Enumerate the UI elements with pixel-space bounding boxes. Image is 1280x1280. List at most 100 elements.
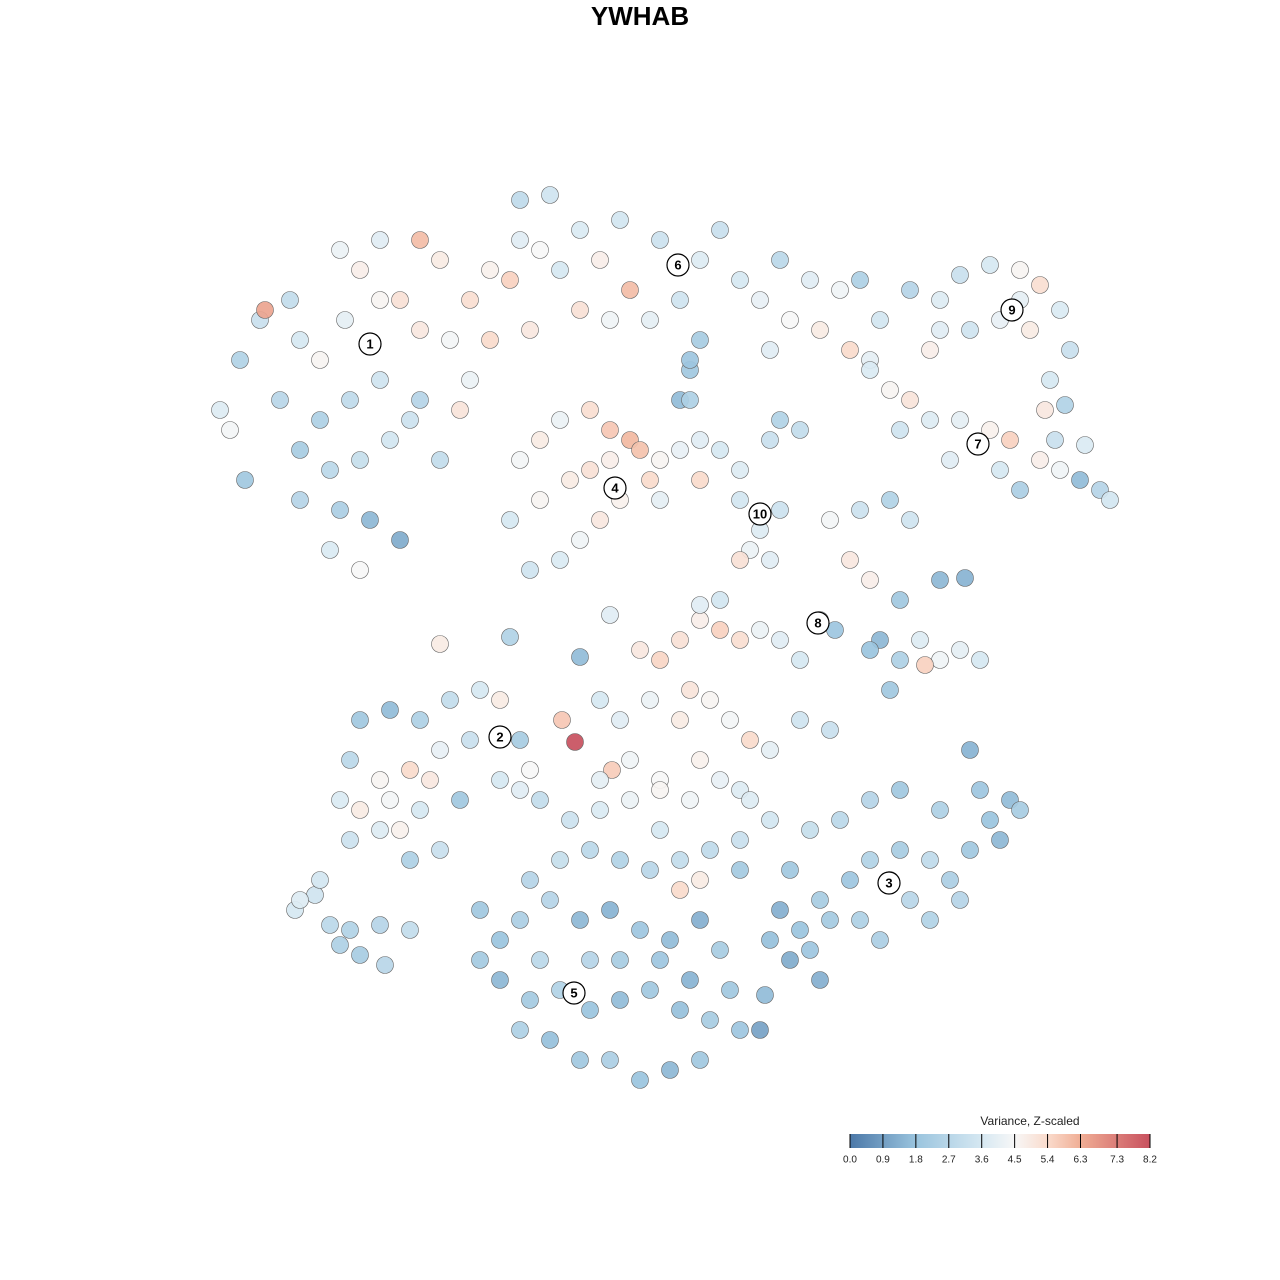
point [421,771,439,789]
cluster-marker [748,502,772,526]
point [531,241,549,259]
point [621,751,639,769]
point [553,711,571,729]
cluster-marker [806,611,830,635]
point [1011,261,1029,279]
point [681,681,699,699]
colorbar-tick-label: 0.9 [876,1155,890,1166]
point [691,751,709,769]
point [681,391,699,409]
point [371,771,389,789]
point [591,691,609,709]
point [531,491,549,509]
point [291,891,309,909]
point [611,991,629,1009]
cluster-marker [603,476,627,500]
point [951,266,969,284]
point [481,261,499,279]
point [861,851,879,869]
cluster-label: 8 [814,615,821,630]
point [1101,491,1119,509]
point [341,921,359,939]
point [651,491,669,509]
point [731,861,749,879]
point [961,841,979,859]
point [711,621,729,639]
cluster-label: 7 [974,436,981,451]
point [916,656,934,674]
point [771,411,789,429]
point [771,631,789,649]
point [691,331,709,349]
point [321,541,339,559]
point [581,841,599,859]
point [601,421,619,439]
cluster-label: 5 [570,985,577,1000]
point [571,531,589,549]
colorbar-tick-label: 6.3 [1074,1155,1088,1166]
point [841,341,859,359]
point [631,921,649,939]
point [741,791,759,809]
point [791,651,809,669]
point [471,681,489,699]
point [511,731,529,749]
point [621,791,639,809]
point [441,691,459,709]
point [531,791,549,809]
point [651,821,669,839]
point [541,891,559,909]
point [431,741,449,759]
point [751,621,769,639]
point [671,1001,689,1019]
point [271,391,289,409]
point [551,261,569,279]
point [761,551,779,569]
point [691,431,709,449]
point [971,651,989,669]
point [771,901,789,919]
point [371,371,389,389]
cluster-label: 6 [674,257,681,272]
colorbar-tick-label: 2.7 [942,1155,956,1166]
point [431,451,449,469]
point [921,911,939,929]
point [376,956,394,974]
point [591,801,609,819]
point [801,271,819,289]
point [521,761,539,779]
point [951,891,969,909]
point [501,271,519,289]
point [771,251,789,269]
point [591,771,609,789]
point [471,951,489,969]
point [291,331,309,349]
point [601,311,619,329]
point [851,911,869,929]
point [521,871,539,889]
point [711,941,729,959]
point [691,911,709,929]
point [411,231,429,249]
point [236,471,254,489]
point [1031,276,1049,294]
point [566,733,584,751]
point [691,251,709,269]
point [981,256,999,274]
point [731,631,749,649]
point [311,351,329,369]
point [931,651,949,669]
point [1071,471,1089,489]
point [581,1001,599,1019]
point [781,311,799,329]
point [691,596,709,614]
point [411,391,429,409]
point [821,511,839,529]
point [961,321,979,339]
point [701,841,719,859]
point [831,811,849,829]
colorbar-tick-label: 1.8 [909,1155,923,1166]
point [641,691,659,709]
point [571,301,589,319]
point [661,931,679,949]
